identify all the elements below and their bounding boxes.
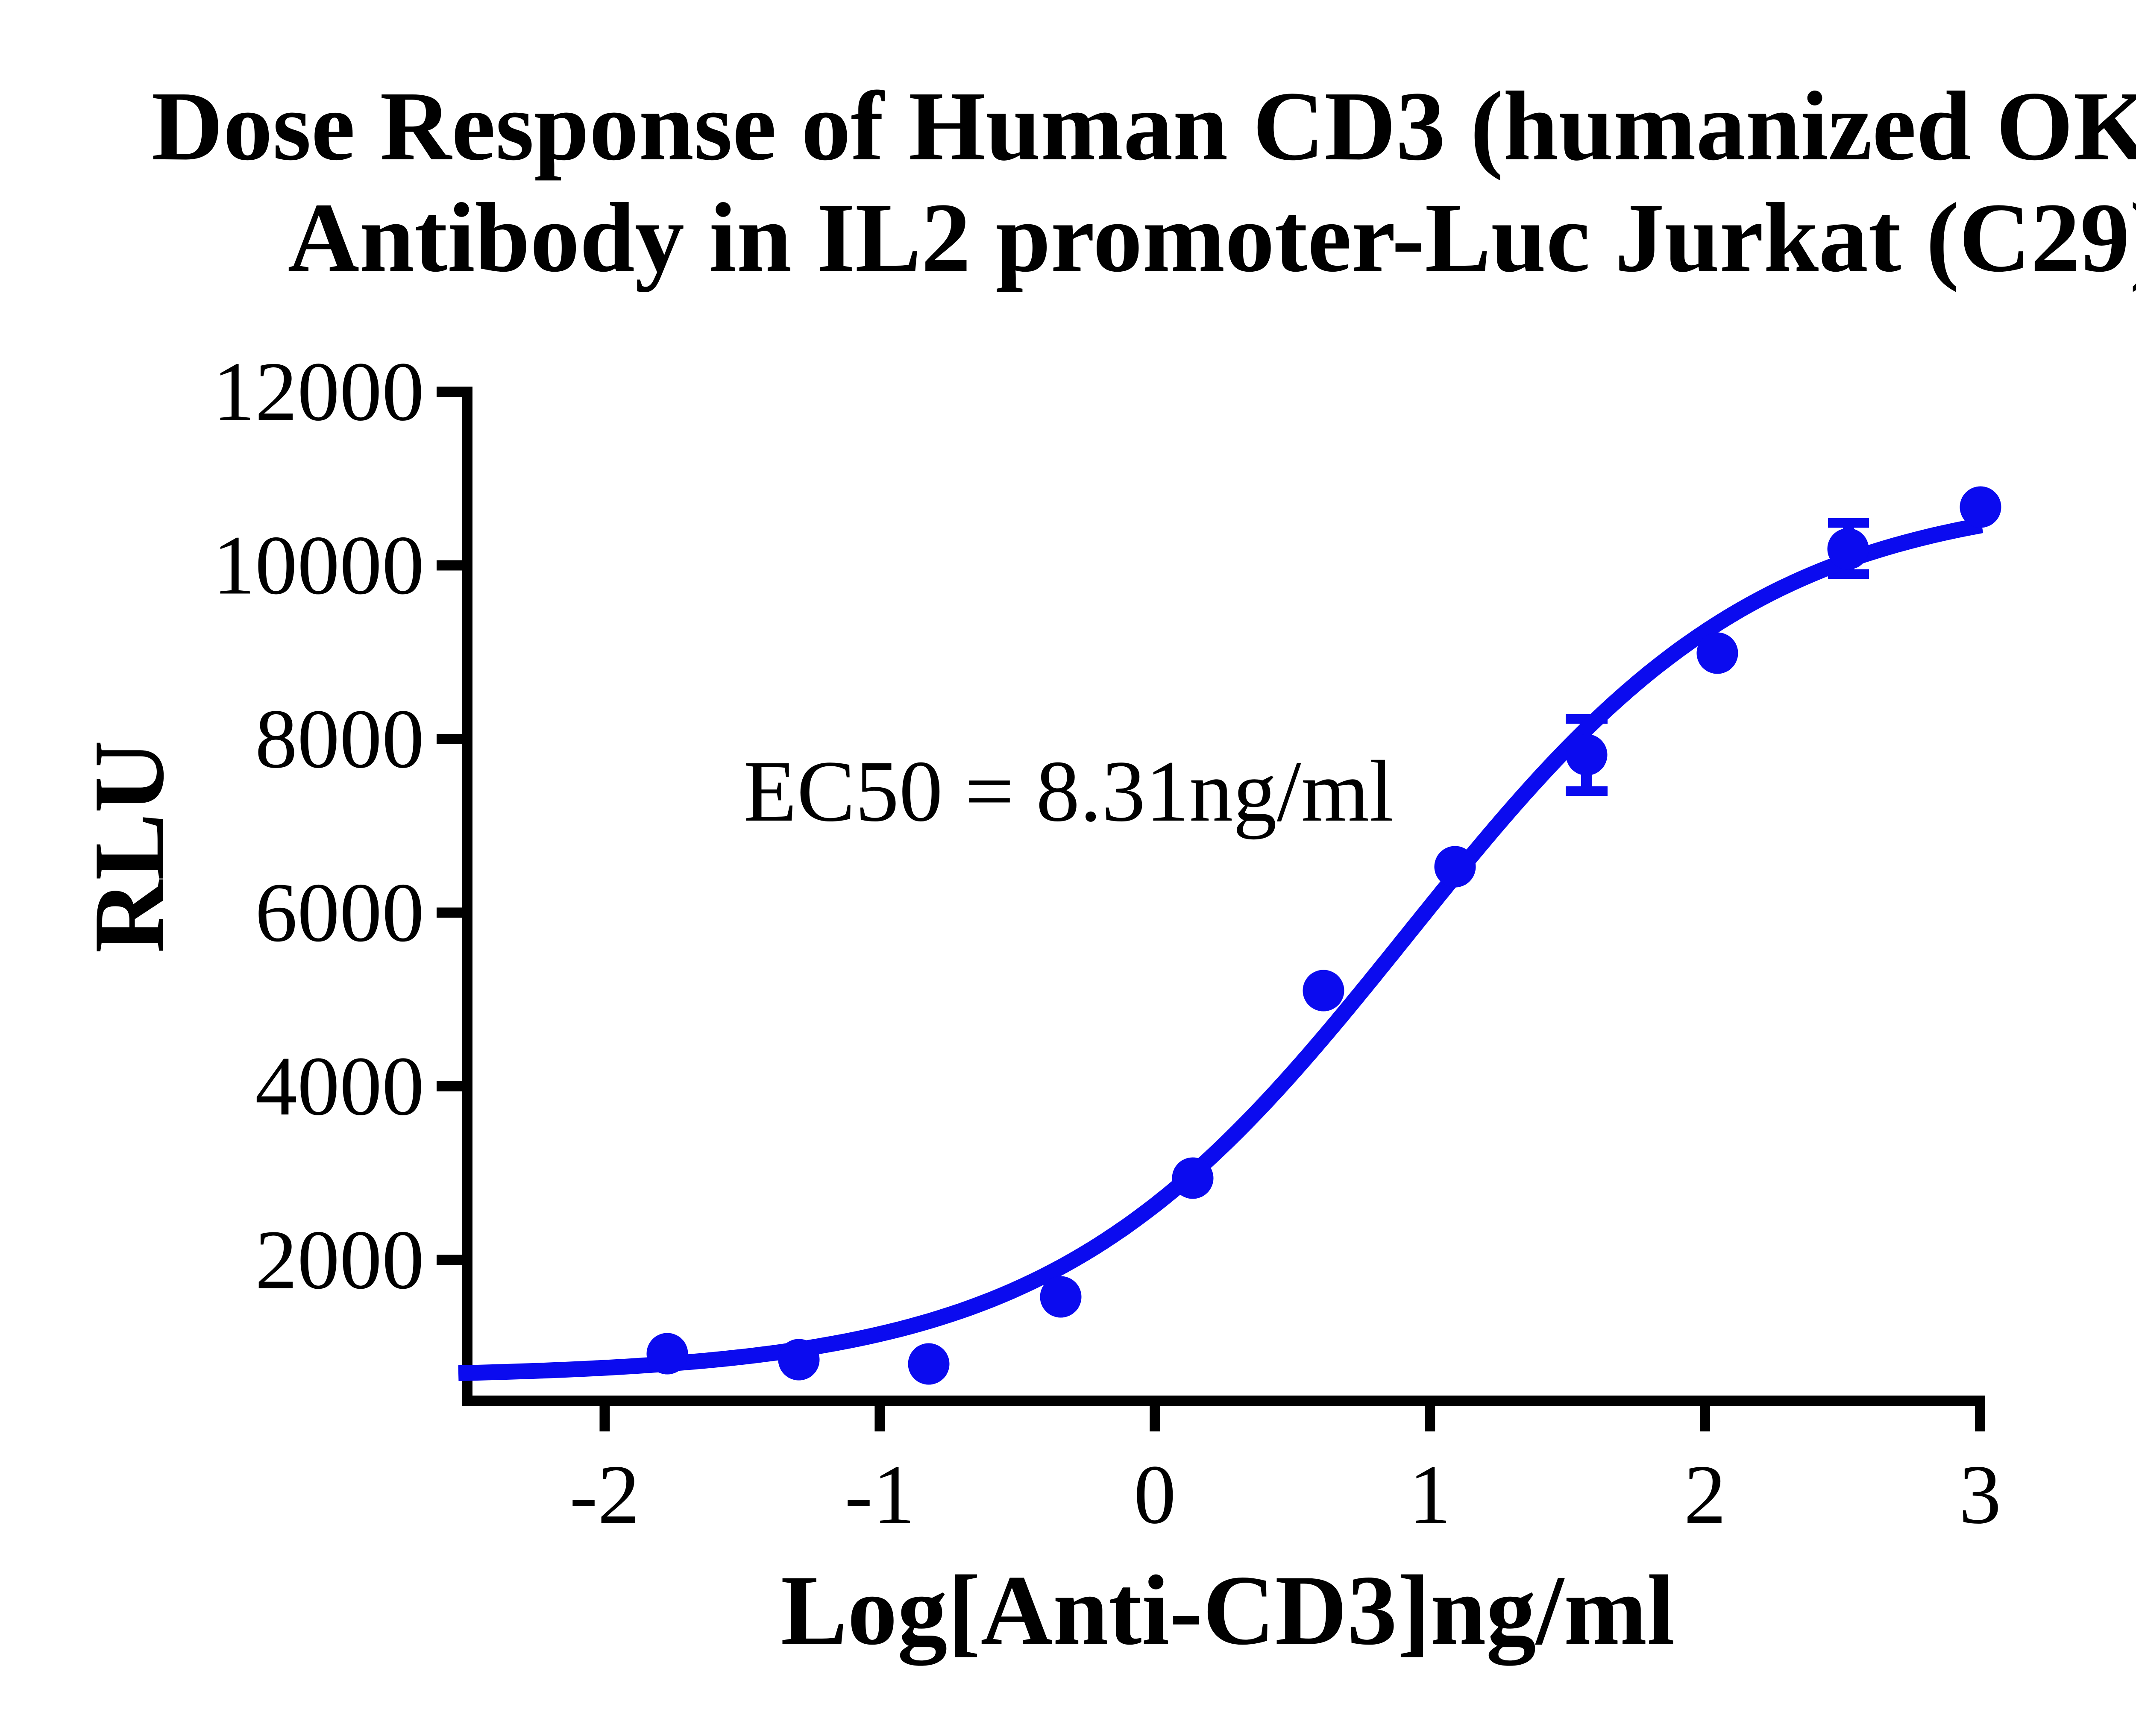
svg-text:0: 0: [1134, 1448, 1176, 1541]
svg-text:-2: -2: [569, 1448, 640, 1541]
svg-text:-1: -1: [845, 1448, 915, 1541]
svg-text:4000: 4000: [255, 1039, 424, 1133]
svg-text:12000: 12000: [213, 345, 424, 438]
svg-text:RLU: RLU: [73, 740, 185, 953]
svg-text:Dose Response of Human CD3 (hu: Dose Response of Human CD3 (humanized OK…: [152, 71, 2136, 181]
svg-text:2: 2: [1684, 1448, 1726, 1541]
svg-text:Antibody in IL2 promoter-Luc J: Antibody in IL2 promoter-Luc Jurkat (C29…: [288, 183, 2136, 293]
svg-text:3: 3: [1959, 1448, 2001, 1541]
svg-text:8000: 8000: [255, 692, 424, 786]
svg-text:1: 1: [1409, 1448, 1451, 1541]
svg-text:6000: 6000: [255, 866, 424, 959]
svg-text:10000: 10000: [213, 519, 424, 612]
svg-text:EC50 = 8.31ng/ml: EC50 = 8.31ng/ml: [743, 743, 1394, 840]
svg-text:2000: 2000: [255, 1213, 424, 1307]
svg-text:Log[Anti-CD3]ng/ml: Log[Anti-CD3]ng/ml: [781, 1554, 1675, 1666]
